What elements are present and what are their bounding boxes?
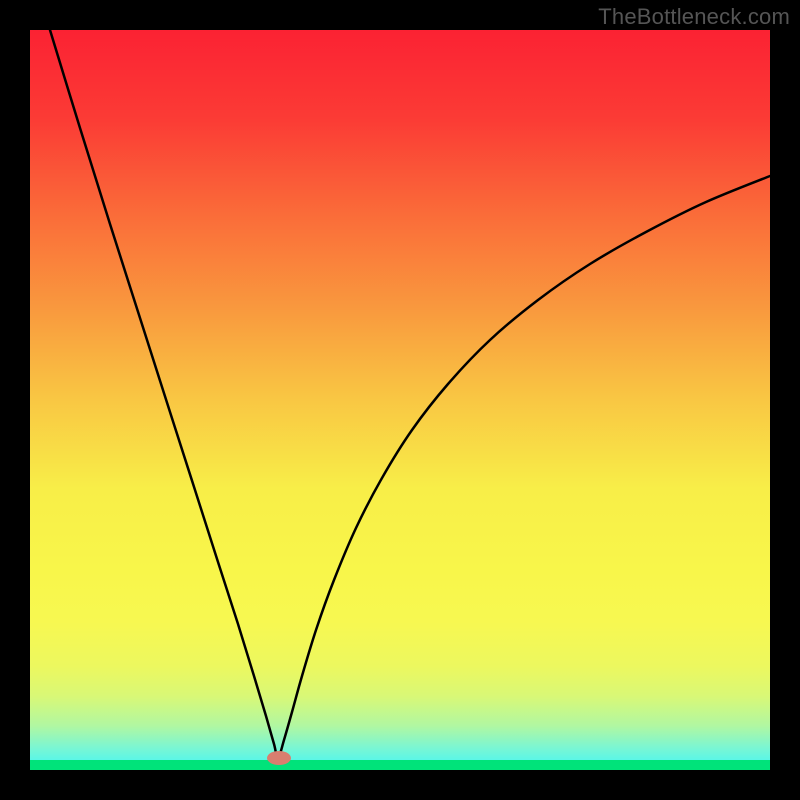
bottleneck-chart bbox=[0, 0, 800, 800]
plot-background bbox=[30, 30, 770, 770]
minimum-marker bbox=[267, 751, 291, 765]
chart-wrapper: { "watermark": { "text": "TheBottleneck.… bbox=[0, 0, 800, 800]
watermark-text: TheBottleneck.com bbox=[598, 4, 790, 30]
bottom-green-band bbox=[30, 760, 770, 770]
